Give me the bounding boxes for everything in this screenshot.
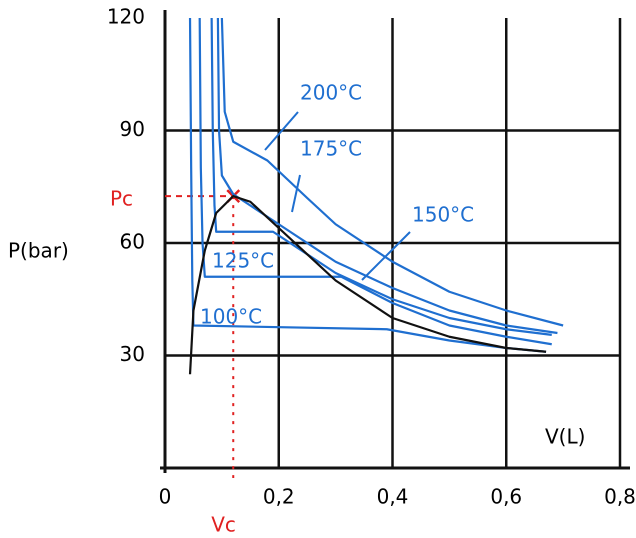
saturation-curve (188, 195, 547, 375)
series-label: 150°C (412, 203, 474, 227)
series-label: 100°C (200, 305, 262, 329)
y-axis-label: P(bar) (8, 239, 69, 263)
isotherm (220, 17, 564, 327)
x-tick-label: 0,2 (263, 485, 295, 509)
series-label: 175°C (300, 137, 362, 161)
x-tick-label: 0,4 (377, 485, 409, 509)
x-tick-label: 0,8 (604, 485, 636, 509)
y-tick-label: 60 (120, 230, 145, 254)
series-label: 125°C (212, 249, 274, 273)
isotherm (216, 17, 558, 335)
y-tick-label: 30 (120, 342, 145, 366)
series-label: 200°C (300, 81, 362, 105)
critical-y-label: Pc (110, 187, 133, 211)
x-axis-label: V(L) (545, 425, 585, 449)
isotherm (210, 17, 552, 336)
x-tick-label: 0,6 (490, 485, 522, 509)
isotherm (198, 17, 552, 346)
y-tick-label: 90 (120, 117, 145, 141)
label-arrow (264, 111, 299, 151)
x-tick-label: 0 (159, 485, 172, 509)
label-arrow (291, 174, 301, 213)
label-arrow (361, 231, 411, 281)
y-tick-label: 120 (107, 5, 145, 29)
critical-x-label: Vc (211, 513, 236, 537)
